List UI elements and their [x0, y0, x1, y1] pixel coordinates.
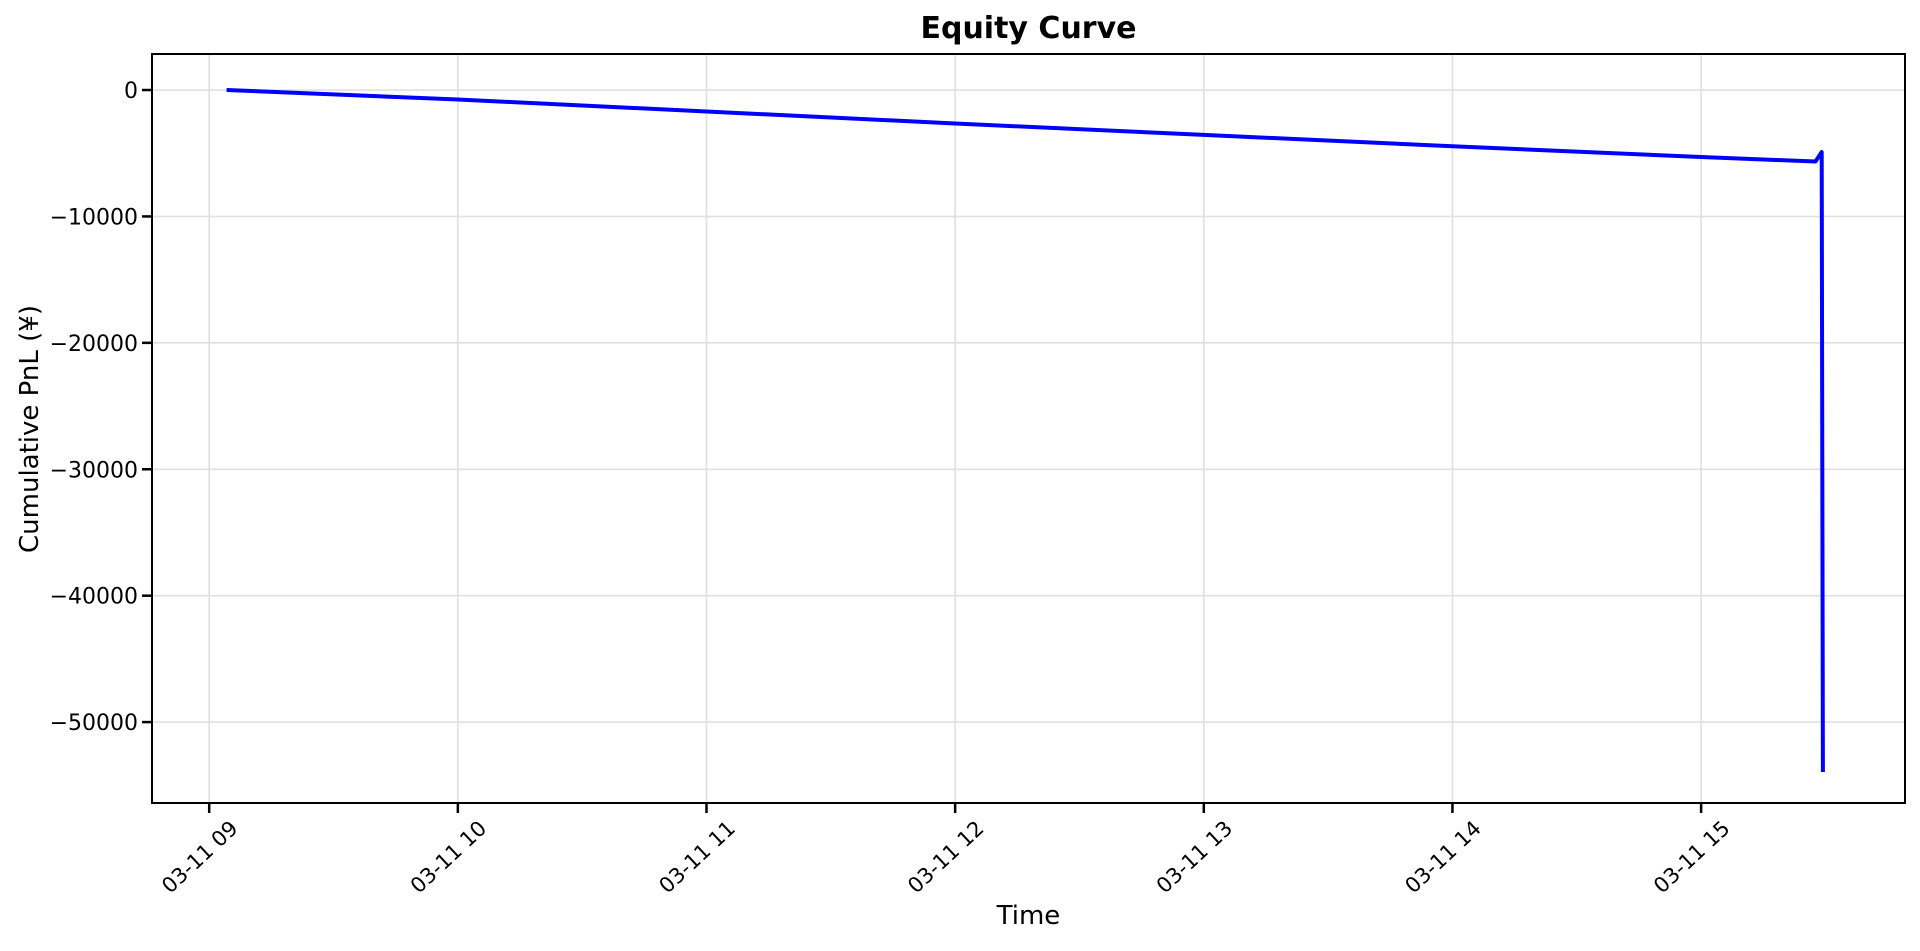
x-axis-label: Time — [996, 901, 1061, 931]
x-gridlines — [208, 54, 1702, 803]
y-tick-labels: 0 −10000 −20000 −30000 −40000 −50000 — [50, 79, 138, 736]
y-tick-label: −30000 — [50, 458, 138, 483]
y-tick-label: −50000 — [50, 711, 138, 736]
x-tick-labels: 03-11 09 03-11 10 03-11 11 03-11 12 03-11 13… — [157, 816, 1734, 898]
y-tick-label: 0 — [124, 79, 138, 104]
y-gridlines — [152, 89, 1905, 723]
y-tick-label: −20000 — [50, 332, 138, 357]
y-tick-label: −40000 — [50, 585, 138, 610]
plot-border — [151, 53, 1906, 804]
y-ticks — [142, 88, 152, 724]
x-tick-label: 03-11 13 — [1152, 816, 1237, 898]
x-tick-label: 03-11 12 — [903, 816, 988, 898]
x-ticks — [207, 803, 1703, 813]
series — [226, 88, 1825, 773]
chart-title: Equity Curve — [920, 11, 1137, 46]
equity-line — [226, 88, 1825, 773]
y-tick-label: −10000 — [50, 205, 138, 230]
x-tick-label: 03-11 15 — [1649, 816, 1734, 898]
x-tick-label: 03-11 09 — [157, 816, 242, 898]
x-tick-label: 03-11 14 — [1400, 816, 1485, 898]
x-tick-label: 03-11 11 — [654, 816, 739, 898]
x-tick-label: 03-11 10 — [406, 816, 491, 898]
